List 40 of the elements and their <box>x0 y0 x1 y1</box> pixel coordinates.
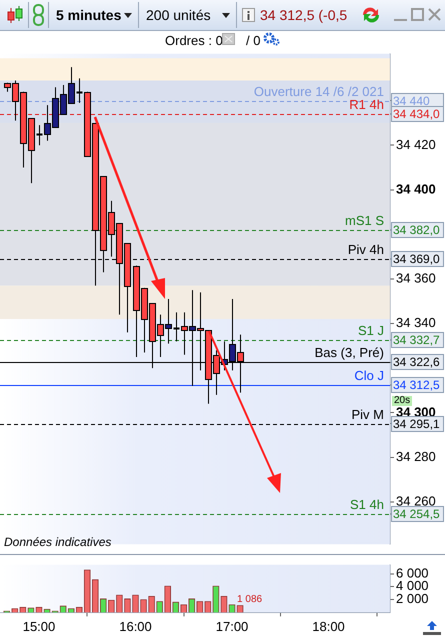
ref-line-label: Ouverture 14 /6 /2 021 <box>254 84 384 100</box>
y-tick-label: 34 332,7 <box>393 332 440 347</box>
y-tick-label: 34 440 <box>393 94 430 108</box>
x-tick-label: 17:00 <box>216 618 248 634</box>
y-tick-label: 34 322,6 <box>393 354 440 369</box>
y-tick-label: 34 295,1 <box>393 416 440 431</box>
y-tick-label: 34 254,5 <box>393 506 440 521</box>
y-tick-label: 2 000 <box>396 591 429 606</box>
ref-line-label: S1 J <box>358 323 384 338</box>
x-tick-label: 15:00 <box>22 618 56 634</box>
text: 34 312,5 (-0,5 <box>260 7 348 23</box>
y-tick-label: 34 434,0 <box>393 106 440 121</box>
y-tick-label: 34 420 <box>396 136 436 152</box>
y-tick-label: 34 369,0 <box>393 252 440 266</box>
text: 200 unités <box>146 7 211 23</box>
text: 20s <box>392 395 412 406</box>
y-tick-label: 4 000 <box>396 578 429 594</box>
x-tick-label: 16:00 <box>119 618 152 634</box>
ref-line-label: S1 4h <box>350 497 384 512</box>
annotation: Données indicatives <box>4 535 112 549</box>
y-tick-label: 34 382,0 <box>393 222 440 237</box>
ref-line-label: Bas (3, Pré) <box>314 345 384 360</box>
text: Ordres : 0 <box>165 33 223 48</box>
y-tick-label: 34 360 <box>396 270 436 286</box>
x-tick-label: 18:00 <box>312 618 345 634</box>
y-tick-label: 34 400 <box>396 181 436 196</box>
ref-line-label: Piv 4h <box>348 242 384 258</box>
y-tick-label: 34 300 <box>396 404 436 420</box>
y-tick-label: 34 312,5 <box>393 378 440 392</box>
data-label: 1 086 <box>237 594 263 605</box>
text: / 0 <box>246 33 260 48</box>
y-tick-label: 34 280 <box>396 448 436 464</box>
ref-line-label: Piv M <box>352 407 384 422</box>
y-tick-label: 34 340 <box>396 315 436 330</box>
y-tick-label: 34 260 <box>396 493 436 508</box>
text: 5 minutes <box>56 7 122 23</box>
ref-line-label: Clo J <box>354 368 384 384</box>
y-tick-label: 6 000 <box>396 565 429 580</box>
ref-line-label: mS1 S <box>344 213 384 228</box>
ref-line-label: R1 4h <box>349 97 384 112</box>
